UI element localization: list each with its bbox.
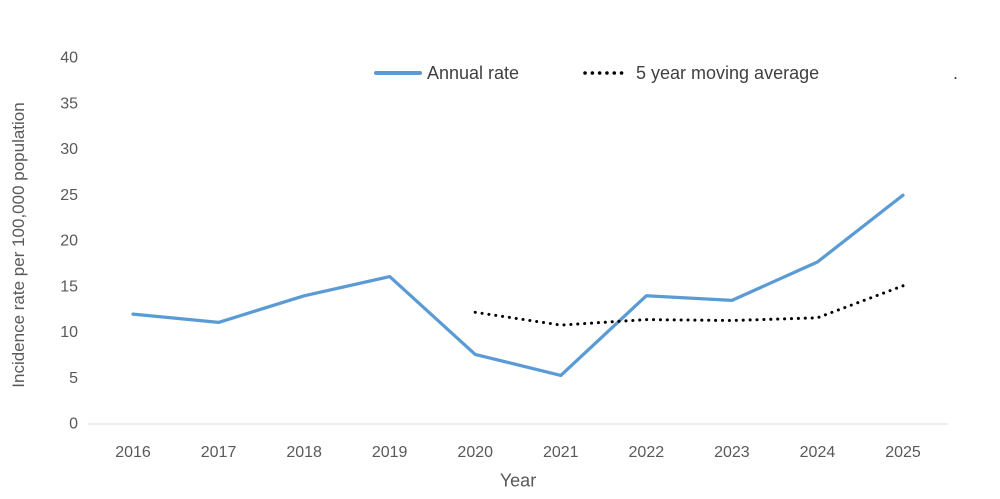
legend-label-annual-rate: Annual rate bbox=[427, 62, 520, 83]
x-tick-label: 2018 bbox=[286, 444, 322, 461]
x-tick-label: 2019 bbox=[372, 444, 408, 461]
legend-label-moving-average: 5 year moving average bbox=[636, 62, 820, 83]
x-tick-label: 2022 bbox=[629, 444, 665, 461]
x-tick-label: 2021 bbox=[543, 444, 579, 461]
y-axis-title: Incidence rate per 100,000 population bbox=[9, 102, 28, 388]
x-axis-title: Year bbox=[499, 470, 537, 491]
y-tick-label: 30 bbox=[60, 141, 78, 158]
x-tick-label: 2025 bbox=[885, 444, 921, 461]
y-tick-label: 10 bbox=[60, 324, 78, 341]
x-tick-label: 2020 bbox=[457, 444, 493, 461]
x-tick-label: 2024 bbox=[800, 444, 836, 461]
y-tick-label: 25 bbox=[60, 187, 78, 204]
y-tick-label: 0 bbox=[69, 416, 78, 433]
dotted-line-swatch-icon bbox=[583, 71, 630, 75]
x-tick-label: 2016 bbox=[115, 444, 151, 461]
legend-item-annual-rate: Annual rate bbox=[374, 61, 519, 85]
y-tick-label: 40 bbox=[60, 50, 78, 67]
series-line-5-year-moving-average bbox=[473, 284, 905, 327]
series-line-annual-rate bbox=[131, 193, 905, 378]
legend: Annual rate 5 year moving average bbox=[0, 61, 1000, 87]
y-tick-label: 15 bbox=[60, 278, 78, 295]
solid-line-swatch-icon bbox=[374, 71, 422, 75]
y-tick-label: 5 bbox=[69, 370, 78, 387]
legend-item-moving-average: 5 year moving average bbox=[581, 61, 819, 85]
y-tick-label: 20 bbox=[60, 233, 78, 250]
y-tick-label: 35 bbox=[60, 95, 78, 112]
stray-period-text: . bbox=[953, 63, 959, 83]
x-tick-label: 2017 bbox=[201, 444, 237, 461]
x-tick-label: 2023 bbox=[714, 444, 750, 461]
